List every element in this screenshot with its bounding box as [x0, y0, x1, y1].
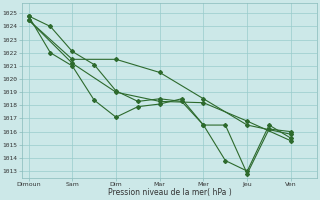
X-axis label: Pression niveau de la mer( hPa ): Pression niveau de la mer( hPa )	[108, 188, 231, 197]
